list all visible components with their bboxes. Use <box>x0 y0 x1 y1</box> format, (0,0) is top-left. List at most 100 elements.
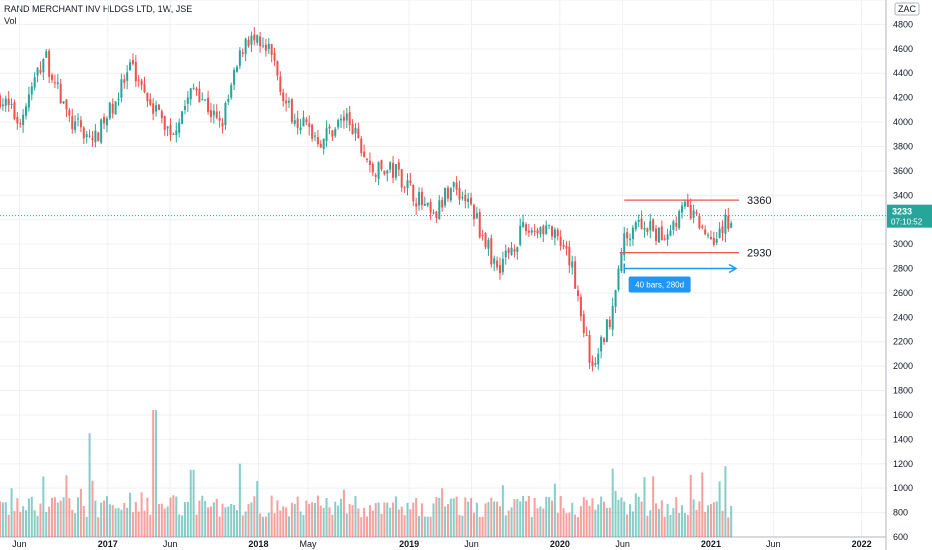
volume-bar <box>594 509 597 537</box>
candle-body <box>65 99 68 110</box>
candle-body <box>438 200 441 220</box>
volume-bar <box>65 475 68 537</box>
candle-body <box>617 268 620 290</box>
candle-body <box>209 110 212 117</box>
volume-bar <box>152 410 155 537</box>
candle-body <box>215 111 218 118</box>
volume-bar <box>519 501 522 537</box>
volume-bar <box>675 497 678 537</box>
measure-arrow-head <box>728 263 738 274</box>
candle-body <box>542 225 545 235</box>
volume-bar <box>490 497 493 537</box>
candle-body <box>441 199 444 208</box>
volume-bar <box>591 498 594 537</box>
currency-box <box>894 2 920 16</box>
candle-body <box>53 82 56 84</box>
volume-bar <box>545 496 548 537</box>
candle-body <box>357 128 360 138</box>
volume-bar <box>562 508 565 537</box>
candle-body <box>594 363 597 365</box>
volume-bar <box>204 500 207 537</box>
volume-bar <box>39 503 42 537</box>
volume-bar <box>536 508 539 537</box>
candle-body <box>351 123 354 135</box>
volume-bar <box>27 498 30 537</box>
candle-body <box>458 187 461 200</box>
candle-body <box>686 200 689 207</box>
candle-body <box>406 180 409 189</box>
volume-bar <box>481 516 484 537</box>
candle-body <box>4 98 7 106</box>
volume-bar <box>730 505 733 537</box>
volume-bar <box>444 506 447 537</box>
candle-body <box>689 204 692 219</box>
volume-bar <box>169 497 172 537</box>
candle-body <box>16 116 19 124</box>
time-tick-label: 2020 <box>550 539 570 549</box>
candle-body <box>695 212 698 214</box>
candle-body <box>669 230 672 236</box>
candle-body <box>299 127 302 131</box>
volume-bar <box>105 496 108 537</box>
candle-body <box>392 162 395 178</box>
volume-bar <box>51 497 54 537</box>
volume-bar <box>605 508 608 537</box>
symbol-title[interactable]: RAND MERCHANT INV HLDGS LTD, 1W, JSE <box>4 4 193 14</box>
volume-bar <box>322 507 325 537</box>
volume-bar <box>709 504 712 537</box>
volume-bar <box>354 496 357 537</box>
candle-body <box>574 261 577 289</box>
volume-bar <box>77 497 80 537</box>
price-tick-label: 4400 <box>893 68 913 78</box>
candle-body <box>30 86 33 95</box>
candle-body <box>19 123 22 125</box>
candle-body <box>10 103 13 105</box>
volume-bar <box>366 516 369 537</box>
volume-bar <box>614 490 617 537</box>
volume-bar <box>652 476 655 537</box>
candle-body <box>496 260 499 268</box>
volume-bar <box>143 510 146 537</box>
volume-bar <box>585 499 588 537</box>
volume-bar <box>48 506 51 537</box>
volume-bar <box>299 511 302 537</box>
candle-body <box>683 201 686 207</box>
volume-bar <box>261 516 265 537</box>
price-tick-label: 3000 <box>893 239 913 249</box>
candle-body <box>238 50 241 67</box>
volume-bar <box>195 514 198 537</box>
volume-bar <box>695 509 698 537</box>
volume-bar <box>189 469 192 537</box>
volume-bar <box>100 502 103 537</box>
candle-body <box>276 60 279 76</box>
time-tick-label: Jun <box>12 539 27 549</box>
volume-bar <box>692 499 695 537</box>
volume-bar <box>522 496 525 537</box>
price-tick-label: 1200 <box>893 459 913 469</box>
price-tick-label: 4600 <box>893 44 913 54</box>
volume-bar <box>640 501 643 537</box>
volume-bar <box>504 515 507 537</box>
candle-body <box>85 134 88 138</box>
volume-bar <box>79 488 82 537</box>
candle-body <box>261 45 265 47</box>
candle-body <box>287 100 291 103</box>
price-tag-countdown: 07:10:52 <box>891 218 923 227</box>
candle-body <box>562 244 565 247</box>
candle-body <box>363 151 366 158</box>
candle-body <box>519 225 522 245</box>
volume-bar <box>337 505 340 537</box>
candle-body <box>386 170 389 174</box>
volume-bar <box>42 476 45 537</box>
price-tick-label: 3400 <box>893 190 913 200</box>
candle-body <box>169 124 172 135</box>
volume-bar <box>192 469 195 537</box>
candle-body <box>603 338 606 342</box>
candle-body <box>134 61 137 82</box>
volume-bar <box>19 511 22 537</box>
volume-bar <box>576 517 580 537</box>
volume-bar <box>637 496 640 537</box>
volume-bar <box>334 501 337 537</box>
volume-bar <box>438 497 441 537</box>
